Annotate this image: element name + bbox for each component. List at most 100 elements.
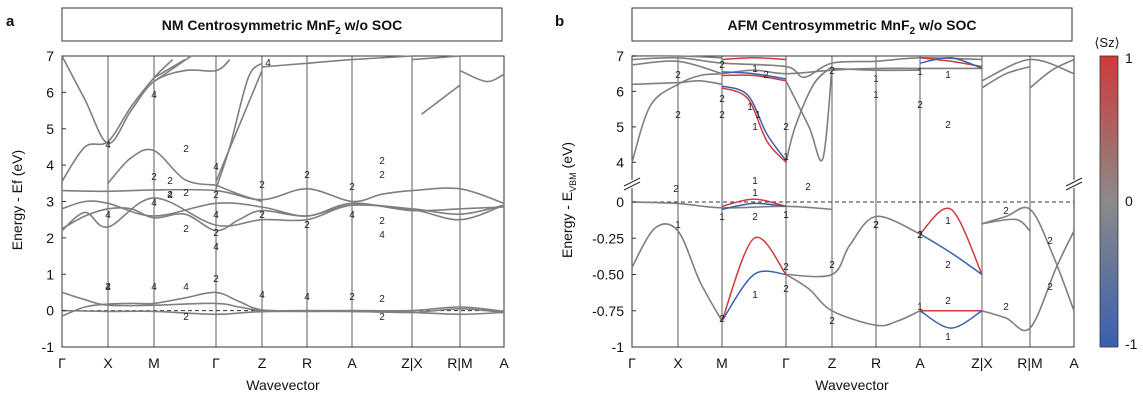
degeneracy-label: 4 [151,90,157,101]
x-tick-label: R|M [1017,355,1042,371]
panel-b-bands [631,55,1075,332]
x-tick-label: M [716,355,728,371]
panel-a-y-ticks: 7 6 5 4 3 2 1 0 -1 [42,48,66,355]
x-tick-label: A [347,355,357,371]
x-tick-label: Z [828,355,837,371]
degeneracy-label: 1 [945,70,951,81]
y-tick-label: 6 [616,83,624,99]
panel-b-title: AFM Centrosymmetric MnF2 w/o SOC [727,17,976,37]
band-line [785,66,833,162]
degeneracy-label: 2 [829,66,835,77]
band-line [721,236,787,322]
x-tick-label: A [499,355,509,371]
panel-a-letter: a [6,13,15,30]
band-line [411,55,461,61]
y-tick-label: 6 [46,84,54,100]
panel-a-title-box [61,7,503,42]
degeneracy-label: 2 [719,314,725,325]
degeneracy-label: 2 [763,70,769,81]
band-line [61,200,505,217]
degeneracy-label: 2 [259,210,265,221]
panel-b-degeneracy-labels: 2222111221121212211211121222222122112121… [673,60,1053,343]
y-tick-label: 0 [46,303,54,319]
degeneracy-label: 1 [719,212,725,223]
band-line [61,55,231,145]
band-line [721,87,787,163]
y-tick-label: -1 [42,339,55,355]
panel-a-bands [61,55,505,317]
panel-b-x-ticks: Γ X M Γ Z R A Z|X R|M A [628,355,1079,371]
degeneracy-label: 2 [1003,206,1009,217]
band-line [981,58,1075,82]
y-tick-label: 5 [616,119,624,135]
degeneracy-label: 4 [259,290,265,301]
band-line [421,84,461,115]
degeneracy-label: 2 [1003,302,1009,313]
band-line [785,215,921,278]
band-line [459,69,505,83]
degeneracy-label: 4 [105,140,111,151]
x-tick-label: M [148,355,160,371]
y-tick-label: 5 [46,121,54,137]
y-tick-label: -0.50 [592,267,624,283]
band-line [981,65,1031,89]
band-line [721,85,787,161]
degeneracy-label: 2 [675,70,681,81]
band-line [981,230,1075,332]
x-tick-label: A [1069,355,1079,371]
band-line [1029,58,1075,89]
degeneracy-label: 1 [783,210,789,221]
panel-b-letter: b [555,13,564,30]
colorbar-tick-mid: 0 [1125,193,1133,209]
degeneracy-label: 1 [783,152,789,163]
degeneracy-label: 2 [719,110,725,121]
panel-b-x-axis-title: Wavevector [815,377,889,393]
degeneracy-label: 1 [675,220,681,231]
band-line [631,201,833,211]
y-tick-label: 3 [46,194,54,210]
degeneracy-label: 1 [755,110,761,121]
band-line [721,71,787,80]
panel-b-y-ticks: 7 6 5 4 0 -0.25 -0.50 -0.75 -1 [592,48,636,355]
degeneracy-label: 2 [349,182,355,193]
degeneracy-label: 2 [673,184,679,195]
degeneracy-label: 4 [379,230,385,241]
degeneracy-label: 2 [783,262,789,273]
band-line [919,207,983,275]
degeneracy-label: 2 [379,156,385,167]
degeneracy-label: 2 [829,260,835,271]
degeneracy-label: 2 [917,100,923,111]
band-line [631,67,983,163]
degeneracy-label: 4 [213,162,219,173]
degeneracy-label: 2 [213,190,219,201]
x-tick-label: X [673,355,683,371]
degeneracy-label: 2 [167,176,173,187]
panel-a-y-axis-title: Energy - Ef (eV) [9,150,25,250]
band-line [215,70,263,182]
band-line [721,270,787,322]
x-tick-label: Γ [782,355,790,371]
degeneracy-label: 1 [945,332,951,343]
panel-b-title-box [631,7,1073,42]
degeneracy-label: 2 [1047,282,1053,293]
degeneracy-label: 4 [105,282,111,293]
degeneracy-label: 2 [719,94,725,105]
band-line [631,79,723,86]
degeneracy-label: 1 [752,122,758,133]
x-tick-label: R|M [447,355,472,371]
band-line [631,56,983,79]
y-tick-label: 7 [616,48,624,64]
degeneracy-label: 2 [379,170,385,181]
degeneracy-label: 2 [379,294,385,305]
degeneracy-label: 2 [1047,236,1053,247]
degeneracy-label: 2 [105,282,111,293]
degeneracy-label: 2 [719,60,725,71]
degeneracy-label: 2 [151,172,157,183]
degeneracy-label: 1 [752,64,758,75]
band-line [785,273,921,327]
y-tick-label: 1 [46,266,54,282]
degeneracy-label: 1 [747,102,753,113]
degeneracy-label: 2 [873,220,879,231]
